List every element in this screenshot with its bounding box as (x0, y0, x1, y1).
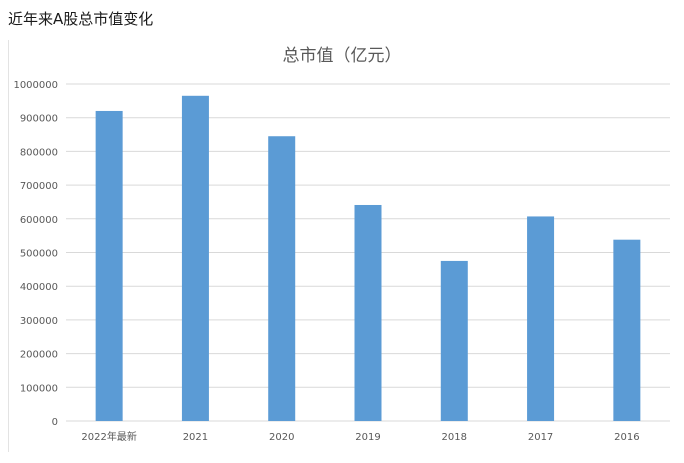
page-heading: 近年来A股总市值变化 (8, 10, 154, 28)
x-tick-label: 2018 (442, 432, 467, 443)
y-tick-label: 1000000 (13, 80, 58, 91)
x-tick-label: 2017 (528, 432, 553, 443)
y-tick-label: 600000 (20, 215, 58, 226)
bars (95, 95, 641, 422)
bar (268, 136, 296, 422)
y-tick-label: 400000 (20, 282, 58, 293)
y-tick-label: 900000 (20, 114, 58, 125)
y-axis-tick-labels: 0 100000 200000 300000 400000 500000 600000 700… (13, 80, 58, 428)
x-axis-tick-labels: 2022年最新 2021 2020 2019 2018 2017 2016 (81, 430, 639, 443)
x-tick-label: 2016 (614, 432, 639, 443)
x-tick-label: 2022年最新 (81, 430, 136, 443)
bar (613, 239, 641, 421)
y-tick-label: 200000 (20, 350, 58, 361)
left-divider (8, 40, 9, 452)
y-tick-label: 800000 (20, 147, 58, 158)
bar (95, 110, 123, 422)
bar (440, 260, 468, 421)
bar (527, 216, 555, 421)
y-tick-label: 100000 (20, 383, 58, 394)
y-tick-label: 700000 (20, 181, 58, 192)
y-tick-label: 500000 (20, 249, 58, 260)
bar (181, 95, 209, 422)
y-tick-label: 300000 (20, 316, 58, 327)
x-tick-label: 2021 (183, 432, 208, 443)
y-tick-label: 0 (52, 417, 58, 428)
chart-title: 总市值（亿元） (283, 46, 402, 66)
x-tick-label: 2019 (355, 432, 380, 443)
x-tick-label: 2020 (269, 432, 294, 443)
bar (354, 204, 382, 421)
